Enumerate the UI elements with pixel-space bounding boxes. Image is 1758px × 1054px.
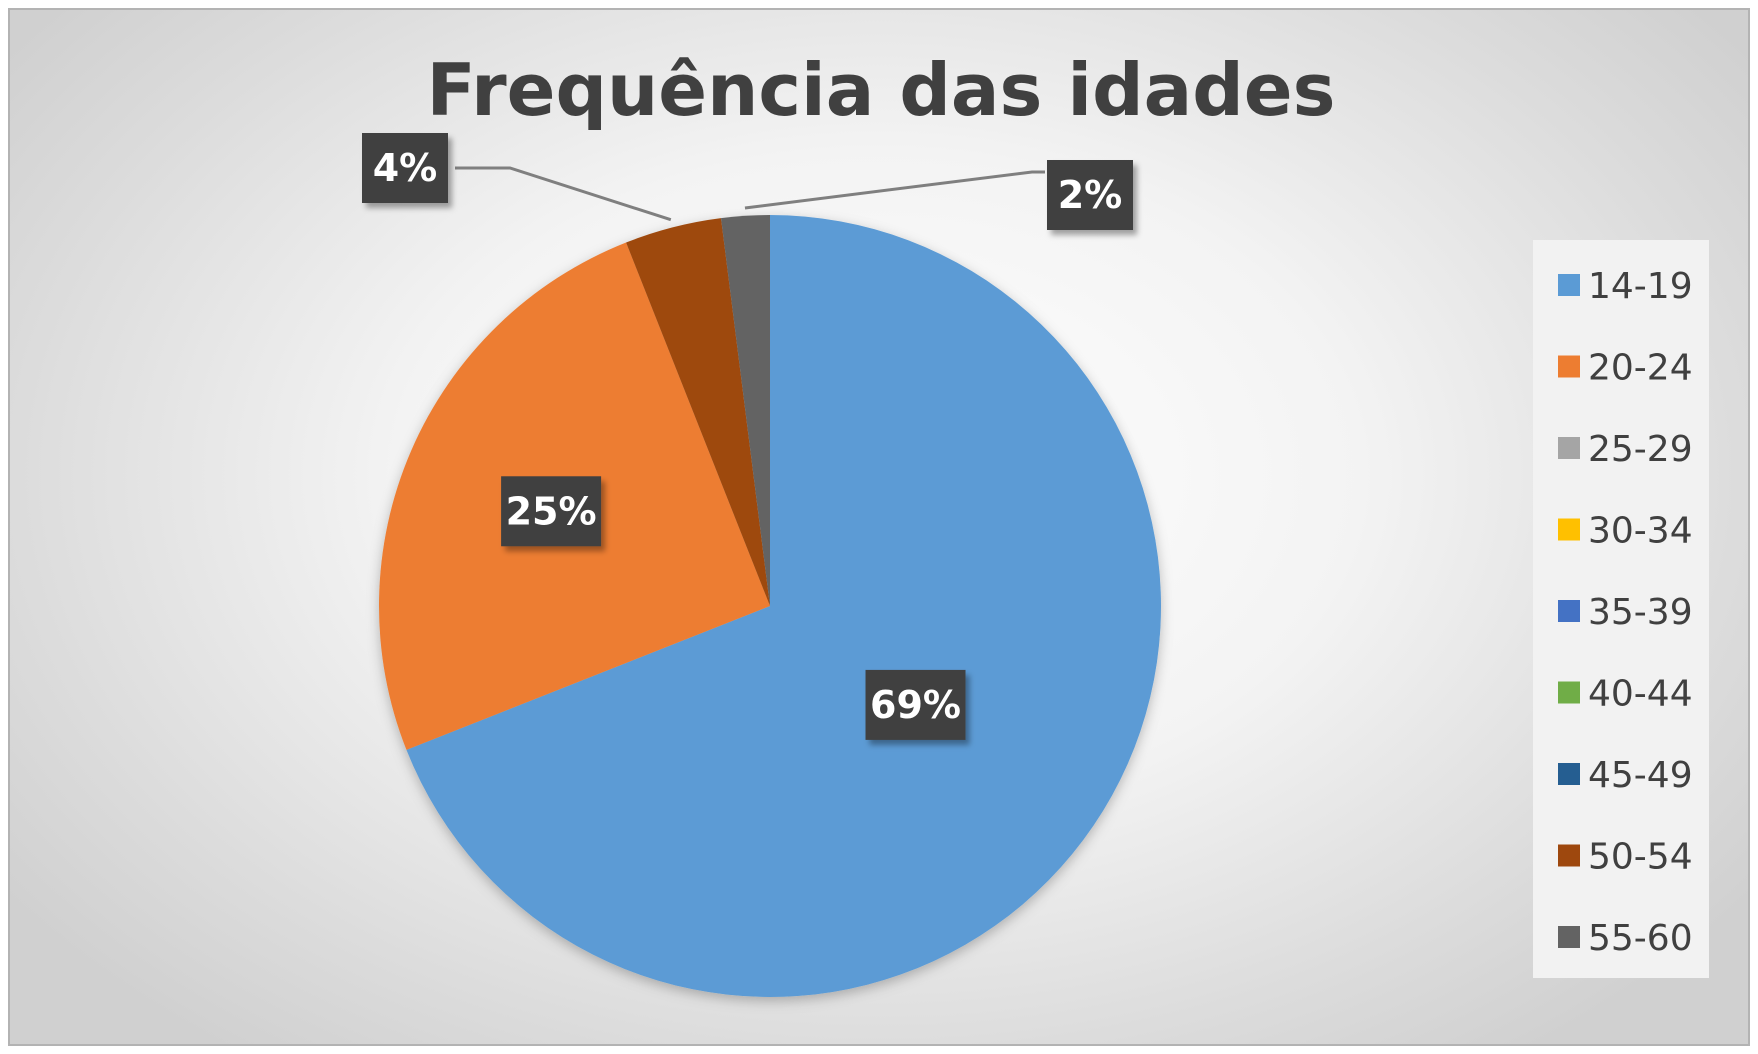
leader-line-50-54 [455, 166, 672, 222]
legend-label: 40-44 [1588, 674, 1693, 715]
leader-line-55-60 [744, 170, 1045, 210]
svg-text:4%: 4% [373, 146, 438, 190]
legend-swatch [1558, 600, 1580, 622]
legend-item-30-34: 30-34 [1558, 511, 1693, 552]
pie-chart: Frequência das idades 69% 25% 4% 2% 14-19 20… [362, 48, 1709, 997]
legend-item-55-60: 55-60 [1558, 918, 1693, 959]
legend-item-50-54: 50-54 [1558, 837, 1693, 878]
legend-item-35-39: 35-39 [1558, 592, 1693, 633]
pie-slices [379, 215, 1162, 997]
legend: 14-19 20-24 25-29 30-34 35-39 40-44 45-49 50-54… [1533, 240, 1709, 978]
chart-area: Frequência das idades 69% 25% 4% 2% 14-19 20… [8, 8, 1750, 1046]
legend-item-25-29: 25-29 [1558, 429, 1693, 470]
legend-item-45-49: 45-49 [1558, 755, 1693, 796]
legend-label: 45-49 [1588, 755, 1693, 796]
data-label-14-19: 69% [865, 669, 966, 740]
legend-swatch [1558, 844, 1580, 867]
data-label-50-54: 4% [362, 133, 448, 203]
legend-swatch [1558, 681, 1580, 704]
legend-label: 25-29 [1588, 429, 1693, 470]
legend-label: 50-54 [1588, 837, 1693, 878]
data-label-20-24: 25% [501, 476, 602, 547]
data-labels: 69% 25% 4% 2% [362, 133, 1133, 740]
legend-label: 55-60 [1588, 918, 1693, 959]
legend-label: 20-24 [1588, 348, 1693, 389]
data-label-55-60: 2% [1047, 160, 1133, 230]
legend-item-20-24: 20-24 [1558, 348, 1693, 389]
legend-swatch [1558, 763, 1580, 785]
legend-label: 30-34 [1588, 511, 1693, 552]
svg-text:69%: 69% [870, 683, 961, 727]
legend-item-14-19: 14-19 [1558, 266, 1693, 307]
pie-slice-50-54 [626, 218, 770, 607]
pie-slice-55-60 [720, 215, 770, 606]
legend-swatch [1558, 274, 1580, 296]
chart-title: Frequência das idades [427, 48, 1336, 132]
legend-swatch [1558, 437, 1580, 459]
legend-label: 35-39 [1588, 592, 1693, 633]
legend-label: 14-19 [1588, 266, 1693, 307]
legend-swatch [1558, 518, 1580, 541]
svg-text:25%: 25% [506, 489, 597, 533]
pie-slice-14-19 [406, 215, 1162, 997]
legend-swatch [1558, 355, 1580, 378]
legend-swatch [1558, 926, 1580, 948]
leader-lines [455, 166, 1045, 222]
legend-item-40-44: 40-44 [1558, 674, 1693, 715]
svg-text:2%: 2% [1058, 173, 1123, 217]
